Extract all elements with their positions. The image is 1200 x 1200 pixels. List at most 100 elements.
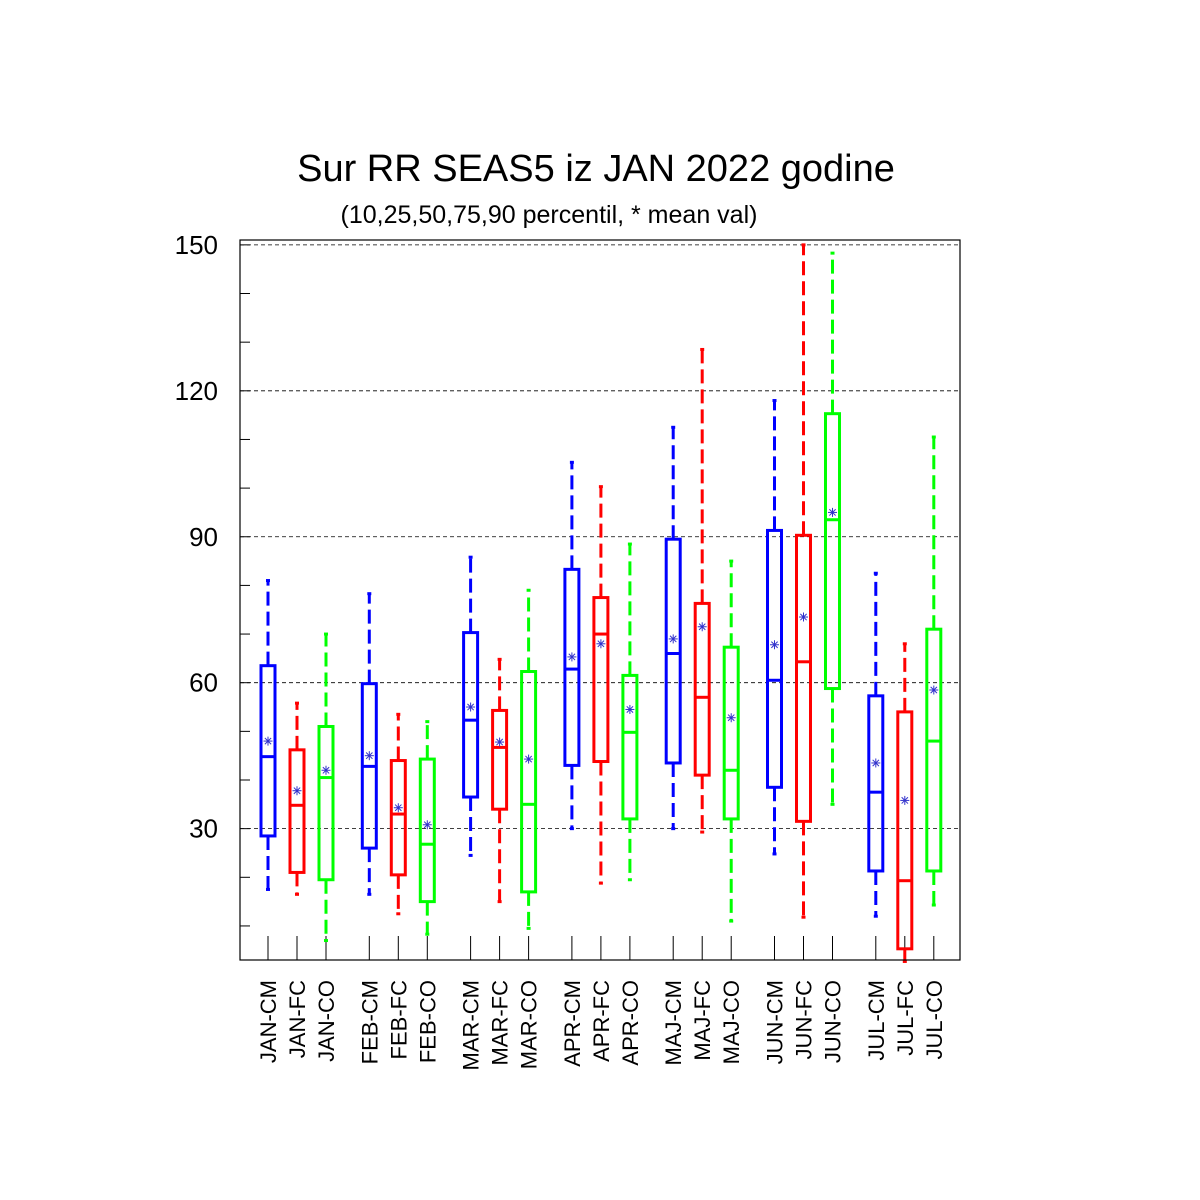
box-rect	[288, 748, 306, 874]
x-tick-label: JAN-FC	[285, 980, 310, 1058]
chart-subtitle: (10,25,50,75,90 percentil, * mean val)	[341, 201, 758, 229]
x-tick-label: APR-CO	[618, 980, 643, 1066]
box-maj-cm	[664, 425, 682, 831]
mean-marker-stroke	[727, 714, 735, 722]
x-tick-label: MAR-CO	[517, 980, 542, 1069]
box-rect	[418, 757, 436, 904]
mean-marker	[567, 652, 577, 662]
x-tick-label: JUN-FC	[792, 980, 817, 1060]
x-tick-label: JUL-CO	[922, 980, 947, 1059]
box-feb-co	[418, 720, 436, 936]
x-tick-label: FEB-FC	[386, 980, 411, 1060]
y-tick-label: 120	[175, 376, 218, 406]
y-tick-label: 90	[189, 522, 218, 552]
y-tick-label: 30	[189, 814, 218, 844]
mean-marker-stroke	[597, 640, 605, 648]
x-tick-label: MAJ-CO	[719, 980, 744, 1064]
box-rect	[795, 533, 812, 823]
mean-marker-stroke	[698, 623, 706, 631]
mean-marker-stroke	[365, 752, 373, 760]
box-rect	[592, 596, 610, 764]
mean-marker	[726, 713, 736, 723]
mean-marker	[364, 751, 374, 761]
mean-marker-stroke	[568, 653, 576, 661]
box-jan-co	[317, 632, 335, 943]
x-tick-label: JUL-FC	[893, 980, 918, 1056]
x-tick-label: FEB-CM	[357, 980, 382, 1064]
box-feb-cm	[360, 592, 378, 896]
mean-marker-stroke	[467, 703, 475, 711]
box-series	[259, 243, 943, 963]
chart-title: Sur RR SEAS5 iz JAN 2022 godine	[297, 148, 895, 190]
x-tick-label: JUN-CM	[763, 980, 788, 1064]
box-jul-cm	[867, 571, 885, 918]
mean-marker	[799, 612, 808, 622]
mean-marker	[625, 704, 635, 714]
mean-marker	[466, 702, 476, 712]
x-tick-label: MAJ-FC	[690, 980, 715, 1061]
mean-marker-stroke	[496, 738, 504, 746]
box-mar-fc	[491, 657, 509, 904]
x-tick-label: MAJ-CM	[661, 980, 686, 1066]
box-apr-co	[621, 542, 639, 882]
box-rect	[722, 645, 740, 821]
mean-marker	[828, 507, 837, 517]
x-tick-label: JAN-CM	[256, 980, 281, 1063]
box-rect	[563, 567, 581, 767]
mean-marker	[770, 640, 779, 650]
mean-marker-stroke	[930, 686, 938, 694]
x-axis-ticks: JAN-CM JAN-FC JAN-CO FEB-CM FEB-FC FEB-CO MAR-…	[256, 936, 961, 1070]
y-tick-label: 150	[175, 230, 218, 260]
mean-marker	[929, 685, 939, 695]
box-rect	[693, 601, 711, 777]
box-rect	[491, 708, 509, 811]
x-tick-label: MAR-FC	[488, 980, 513, 1066]
y-axis-ticks: 30 60 90 120 150	[175, 230, 250, 927]
x-tick-label: FEB-CO	[415, 980, 440, 1063]
x-tick-label: MAR-CM	[459, 980, 484, 1070]
box-jul-co	[925, 435, 943, 907]
mean-marker-stroke	[828, 508, 837, 516]
mean-marker	[871, 758, 881, 768]
box-maj-fc	[693, 347, 711, 834]
mean-marker	[697, 622, 707, 632]
mean-marker	[524, 754, 534, 764]
mean-marker	[596, 639, 606, 649]
box-rect	[925, 627, 943, 873]
box-apr-cm	[563, 460, 581, 831]
mean-marker	[393, 803, 403, 813]
box-rect	[766, 528, 783, 789]
box-jun-fc	[795, 243, 812, 919]
mean-marker-stroke	[669, 635, 677, 643]
box-rect	[664, 537, 682, 765]
box-mar-cm	[462, 555, 480, 857]
mean-marker-stroke	[423, 821, 431, 829]
x-tick-label: JUN-CO	[821, 980, 846, 1063]
box-mar-co	[520, 588, 538, 930]
mean-marker-stroke	[394, 804, 402, 812]
box-rect	[389, 759, 407, 877]
box-rect	[520, 670, 538, 894]
x-tick-label: APR-FC	[589, 980, 614, 1062]
mean-marker	[321, 765, 331, 775]
mean-marker	[495, 737, 505, 747]
x-tick-label: JUL-CM	[864, 980, 889, 1061]
mean-marker	[292, 786, 302, 796]
box-rect	[259, 664, 277, 838]
box-rect	[317, 724, 335, 882]
mean-marker-stroke	[626, 705, 634, 713]
box-jan-fc	[288, 701, 306, 896]
mean-marker-stroke	[901, 796, 909, 804]
box-jan-cm	[259, 579, 277, 891]
box-rect	[896, 710, 914, 951]
box-rect	[824, 412, 841, 691]
mean-marker-stroke	[872, 759, 880, 767]
mean-marker-stroke	[264, 737, 272, 745]
box-rect	[621, 673, 639, 821]
box-maj-co	[722, 559, 740, 923]
y-tick-label: 60	[189, 668, 218, 698]
x-tick-label: JAN-CO	[314, 980, 339, 1062]
mean-marker-stroke	[293, 787, 301, 795]
